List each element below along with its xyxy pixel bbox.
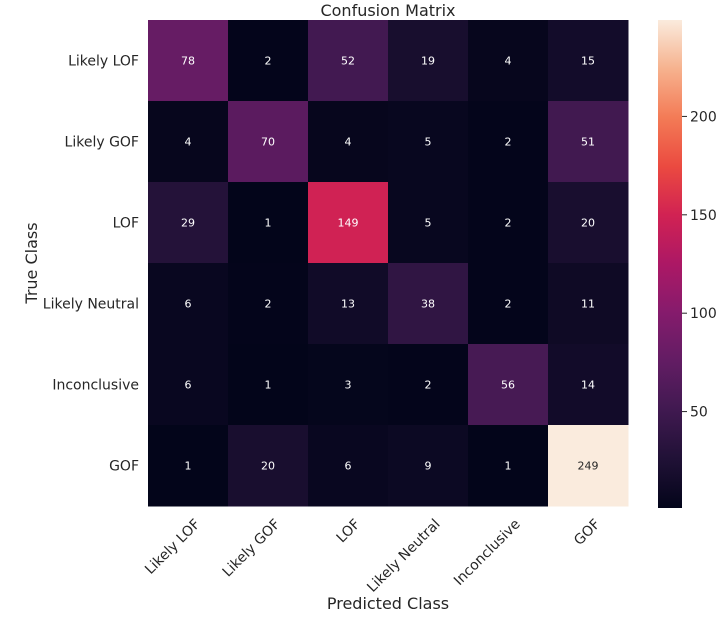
cell-value-label: 2 [265,55,272,68]
heatmap-cell [148,425,229,507]
heatmap-cell [388,425,469,507]
cell-value-label: 2 [505,136,512,149]
cell-value-label: 4 [505,55,512,68]
heatmap-cell [308,263,389,345]
cell-value-label: 15 [581,55,595,68]
heatmap-cell [468,101,549,183]
heatmap-cell [308,101,389,183]
cell-value-label: 19 [421,55,435,68]
heatmap-cell [228,263,309,345]
cell-value-label: 1 [505,460,512,473]
y-tick-label: GOF [109,459,139,475]
heatmap-cell [228,101,309,183]
x-axis-label: Predicted Class [327,594,449,613]
heatmap-cell [548,101,629,183]
x-tick-label: LOF [334,516,364,546]
cell-value-label: 14 [581,379,595,392]
heatmap-cell [308,182,389,264]
cell-value-label: 9 [425,460,432,473]
y-tick-labels: Likely LOF Likely GOF LOF Likely Neutral Inc… [43,54,139,475]
y-tick-label: Inconclusive [52,378,139,394]
heatmap-cell [468,263,549,345]
x-tick-labels: Likely LOF Likely GOF LOF Likely Neutral Inc… [142,516,603,595]
heatmap-cell [548,425,629,507]
heatmap-cell [148,344,229,426]
heatmap-cell [388,20,469,102]
heatmap-cell [388,182,469,264]
heatmap-cell [468,20,549,102]
cell-value-label: 149 [338,217,359,230]
heatmap-cell [468,344,549,426]
cell-value-label: 29 [181,217,195,230]
y-tick-label: Likely GOF [65,135,139,151]
heatmap-cell [548,344,629,426]
colorbar: 50 100 150 200 [658,20,717,508]
heatmap-cell [148,20,229,102]
cell-value-label: 4 [345,136,352,149]
cell-value-label: 52 [341,55,355,68]
cell-value-label: 70 [261,136,275,149]
cell-value-label: 2 [505,217,512,230]
x-tick-label: Likely GOF [220,516,284,580]
cell-value-label: 20 [581,217,595,230]
x-tick-label: GOF [571,516,603,548]
cell-value-label: 6 [345,460,352,473]
colorbar-gradient [658,20,682,508]
x-tick-label: Likely Neutral [364,516,443,595]
y-axis-label: True Class [22,222,41,304]
colorbar-tick-label: 150 [690,208,717,224]
chart-title: Confusion Matrix [320,1,455,20]
x-tick-label: Likely LOF [142,516,203,577]
heatmap-cell [388,344,469,426]
heatmap-cell [228,20,309,102]
heatmap-cell [388,263,469,345]
colorbar-tick-label: 200 [690,109,717,125]
heatmap-cell [548,263,629,345]
heatmap-cells [148,20,629,507]
cell-value-label: 5 [425,217,432,230]
heatmap-cell [548,182,629,264]
heatmap-cell [228,425,309,507]
cell-value-label: 3 [345,379,352,392]
heatmap-cell [468,182,549,264]
cell-value-label: 1 [185,460,192,473]
cell-value-label: 20 [261,460,275,473]
cell-value-label: 38 [421,298,435,311]
cell-value-label: 5 [425,136,432,149]
heatmap-cell [548,20,629,102]
y-tick-label: Likely Neutral [43,297,139,313]
cell-value-label: 2 [265,298,272,311]
cell-value-label: 6 [185,379,192,392]
cell-value-label: 78 [181,55,195,68]
heatmap-cell [388,101,469,183]
heatmap-cell [308,344,389,426]
heatmap-cell [308,425,389,507]
heatmap-cell [148,182,229,264]
y-tick-label: LOF [113,216,139,232]
cell-value-label: 6 [185,298,192,311]
heatmap-cell [228,182,309,264]
heatmap-cell [468,425,549,507]
heatmap-cell [228,344,309,426]
cell-value-label: 11 [581,298,595,311]
x-tick-label: Inconclusive [451,516,524,589]
cell-value-label: 2 [425,379,432,392]
cell-value-label: 56 [501,379,515,392]
y-tick-label: Likely LOF [68,54,139,70]
heatmap-cell [308,20,389,102]
cell-value-label: 2 [505,298,512,311]
cell-value-label: 4 [185,136,192,149]
cell-value-label: 13 [341,298,355,311]
cell-value-label: 1 [265,379,272,392]
heatmap-cell [148,101,229,183]
cell-value-label: 51 [581,136,595,149]
colorbar-tick-label: 50 [690,405,708,421]
heatmap-cell [148,263,229,345]
cell-value-label: 1 [265,217,272,230]
colorbar-tick-label: 100 [690,306,717,322]
cell-value-label: 249 [578,460,599,473]
